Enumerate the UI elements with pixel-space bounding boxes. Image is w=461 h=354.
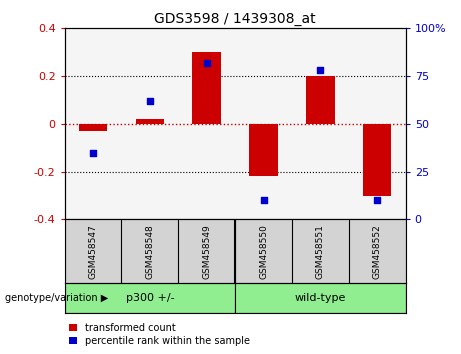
- Text: GSM458548: GSM458548: [145, 224, 154, 279]
- Text: GSM458551: GSM458551: [316, 224, 325, 279]
- Point: [373, 198, 381, 203]
- Text: GSM458549: GSM458549: [202, 224, 211, 279]
- Bar: [79, 124, 107, 131]
- Bar: [363, 124, 391, 195]
- Text: GSM458550: GSM458550: [259, 224, 268, 279]
- Bar: [306, 76, 335, 124]
- Point: [146, 98, 154, 104]
- Bar: [136, 119, 164, 124]
- Bar: [193, 52, 221, 124]
- Point: [317, 68, 324, 73]
- Text: p300 +/-: p300 +/-: [125, 293, 174, 303]
- Point: [203, 60, 210, 65]
- Title: GDS3598 / 1439308_at: GDS3598 / 1439308_at: [154, 12, 316, 26]
- Bar: [235, 283, 406, 313]
- Legend: transformed count, percentile rank within the sample: transformed count, percentile rank withi…: [70, 323, 250, 346]
- Point: [89, 150, 97, 155]
- Bar: [249, 124, 278, 176]
- Text: GSM458552: GSM458552: [373, 224, 382, 279]
- Text: wild-type: wild-type: [295, 293, 346, 303]
- Text: genotype/variation ▶: genotype/variation ▶: [5, 293, 108, 303]
- Point: [260, 198, 267, 203]
- Bar: [65, 283, 235, 313]
- Text: GSM458547: GSM458547: [89, 224, 97, 279]
